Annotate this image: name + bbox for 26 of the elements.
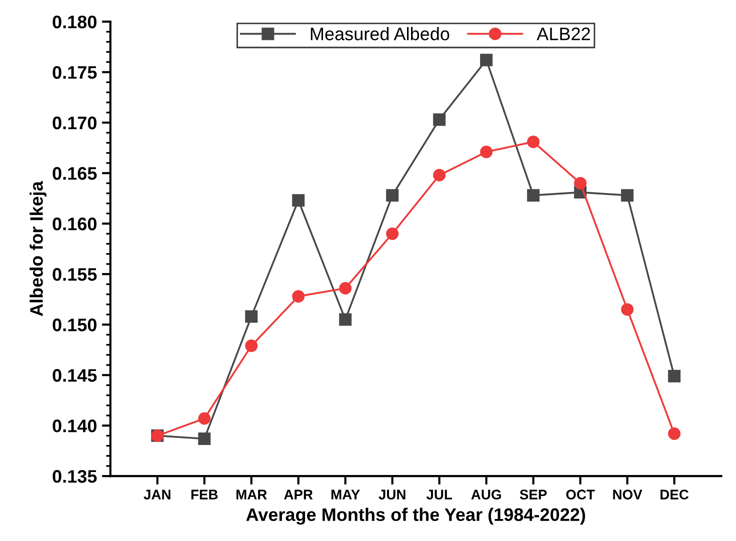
x-tick-label: JAN [144,490,170,500]
y-tick-label: 0.155 [52,268,97,281]
y-tick-label: 0.165 [52,167,97,180]
x-tick-label: JUL [426,490,452,500]
legend-label: Measured Albedo [310,27,450,40]
x-tick-label: MAY [331,490,360,500]
y-tick-label: 0.140 [52,420,96,432]
y-tick-label: 0.135 [52,470,97,483]
y-tick-label: 0.150 [52,318,96,332]
y-tick-label: 0.160 [52,218,96,230]
legend-label: ALB22 [536,28,590,40]
x-tick-label: AUG [471,490,501,500]
x-tick-label: JUN [378,490,406,500]
y-tick-label: 0.145 [52,369,97,382]
y-tick-label: 0.175 [52,66,97,79]
x-tick-label: FEB [191,490,218,500]
x-tick-label: NOV [613,490,642,500]
x-tick-label: OCT [566,490,595,500]
x-tick-label: MAR [236,490,267,500]
x-tick-label: SEP [520,490,547,500]
y-axis-title: Albedo for Ikeja [30,181,46,316]
y-tick-label: 0.170 [52,116,96,130]
x-tick-label: DEC [660,490,689,500]
y-tick-label: 0.180 [52,16,96,28]
x-tick-label: APR [284,490,313,500]
x-axis-title: Average Months of the Year (1984-2022) [246,508,586,525]
